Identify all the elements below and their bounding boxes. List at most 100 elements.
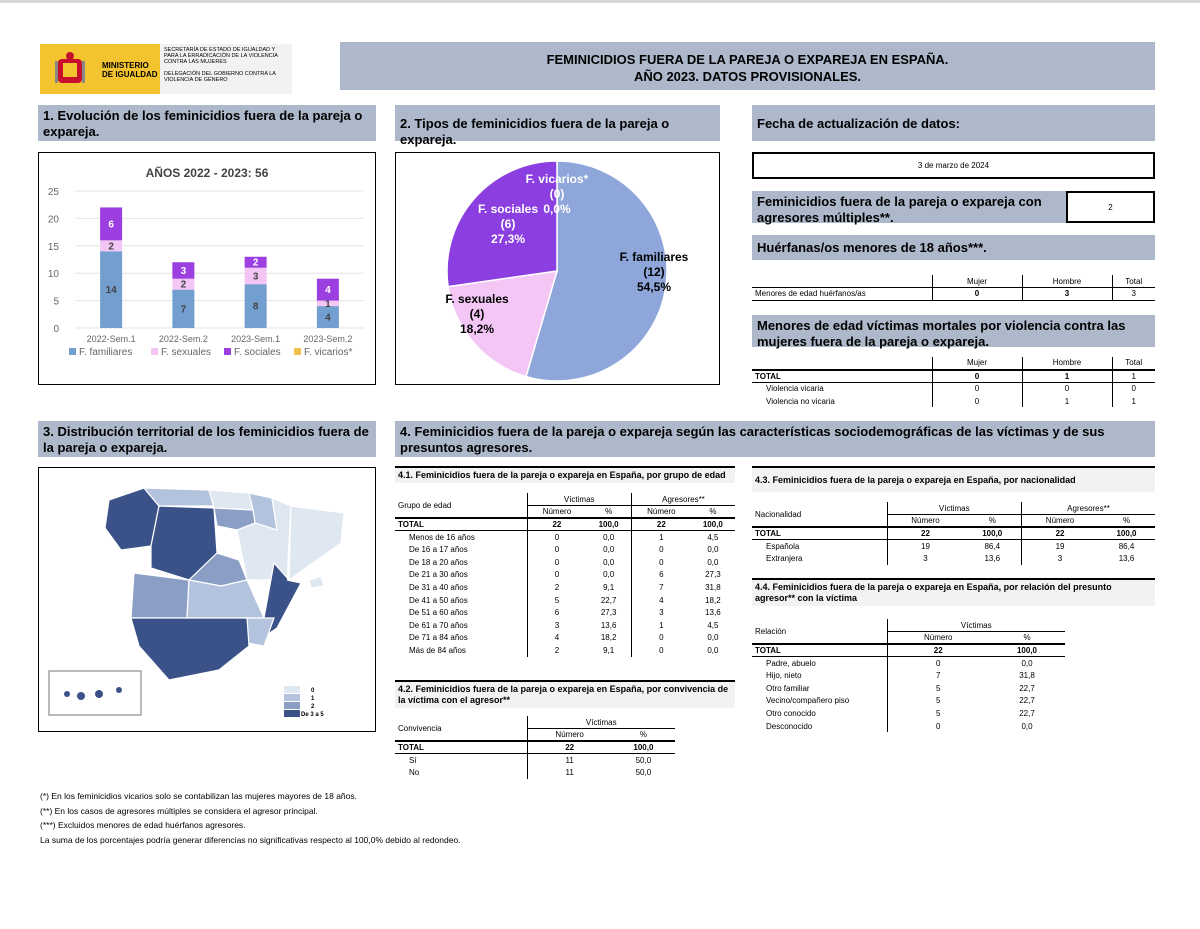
row-label: Violencia vicaria [766,384,824,394]
pie-chart: F. familiares (12) 54,5% F. sexuales (4) 18,2… [445,160,689,382]
pie-label-name: F. vicarios* [526,172,589,186]
pie-label-name: F. sexuales [445,292,509,306]
cell: 0 [886,719,990,733]
row-label: Sí [409,755,417,765]
col-total: Total [1111,275,1155,288]
pie-label-pct: 27,3% [491,232,525,246]
cell: 0 [526,555,587,569]
table-4-1-title: 4.1. Feminicidios fuera de la pareja o e… [395,466,735,483]
pie-label: F. sexuales (4) 18,2% [445,292,509,336]
row-label: TOTAL [398,743,424,753]
table-4-2: 4.2. Feminicidios fuera de la pareja o e… [395,680,735,779]
victimas-menores-title: Menores de edad víctimas mortales por vi… [752,315,1155,349]
cell: 0,0 [603,570,615,580]
pie-label-pct: 18,2% [460,322,494,336]
legend-swatch [69,348,76,355]
col-mujer: Mujer [931,357,1022,370]
cell: 3 [1111,287,1155,301]
footnote: (**) En los casos de agresores múltiples… [40,805,318,816]
y-tick-label: 25 [48,187,60,198]
cell: 31,8 [1019,671,1035,681]
cell: 11 [526,753,612,767]
row-label: Violencia no vicaria [766,396,835,406]
cell: 22 [886,644,990,657]
cell: 0,0 [1021,658,1033,668]
cell: 6 [630,568,691,582]
row-label: De 18 a 20 años [409,557,468,567]
cell: 3 [1021,287,1112,301]
pie-label: F. vicarios* (0) 0,0% [526,172,589,216]
bar-segment [100,207,123,241]
row-label: De 61 a 70 años [409,620,468,630]
multiples-value: 2 [1066,191,1155,223]
table-row: Otro conocido 5 22,7 [752,707,1065,720]
cell: 13,6 [600,620,617,630]
cell: 0 [630,631,691,645]
map-legend-swatch-0 [284,686,300,693]
data-label: 8 [253,302,259,313]
cell: 3 [526,618,587,632]
legend-label: F. vicarios* [304,347,352,358]
table-row: Desconocido 0 0,0 [752,719,1065,733]
nacionalidad-table: Nacionalidad Víctimas Agresores** Número… [752,502,1155,565]
col-mujer: Mujer [931,275,1022,288]
cell: 19 [1021,539,1099,553]
legend-swatch [294,348,301,355]
table-row: De 41 a 50 años 5 22,7 4 18,2 [395,593,735,607]
table-row: TOTAL 22 100,0 [752,644,1065,657]
map-legend-0: 0 [311,688,315,694]
row-label: No [409,768,420,778]
row-label: Menores de edad huérfanos/as [752,287,932,301]
cell: 9,1 [603,645,615,655]
cell: 19 [886,539,964,553]
bar-segment [316,300,339,307]
region-castilla-la-mancha [186,579,265,619]
table-row: No 11 50,0 [395,766,675,779]
cell: 0 [526,568,587,582]
cell: 3 [1021,552,1099,565]
cell: 7 [886,669,990,682]
row-label: Española [766,541,800,551]
map-legend-2: 2 [311,704,315,710]
pie-slice [525,160,668,382]
bar-segment [316,278,339,301]
table-4-4-title: 4.4. Feminicidios fuera de la pareja o e… [752,578,1155,606]
cell: 22,7 [600,595,617,605]
pie-label-count: (6) [501,217,516,231]
cell: 0,0 [1021,721,1033,731]
cell: 0 [630,644,691,657]
cell: 4,5 [707,620,719,630]
cell: 13,6 [1118,554,1135,564]
row-label: Más de 84 años [409,645,466,655]
cell: 18,2 [600,633,617,643]
victimas-menores-table: Mujer Hombre Total TOTAL 0 1 1 Violencia… [752,357,1155,408]
x-tick-label: 2023-Sem.1 [231,334,280,344]
table-4-3-title: 4.3. Feminicidios fuera de la pareja o e… [752,466,1155,492]
table-row: Menos de 16 años 0 0,0 1 4,5 [395,530,735,544]
cell: 0 [526,530,587,544]
section3-title: 3. Distribución territorial de los femin… [38,421,376,457]
row-label: Otro conocido [766,708,816,718]
section1-title: 1. Evolución de los feminicidios fuera d… [38,105,376,141]
col-hombre: Hombre [1021,357,1112,370]
spain-map: 0 1 2 De 3 a 5 [48,487,345,718]
pie-label-name: F. familiares [620,250,689,264]
x-tick-label: 2022-Sem.1 [87,334,136,344]
table-row: Extranjera 3 13,6 3 13,6 [752,552,1155,565]
legend-label: F. sexuales [161,347,211,358]
row-label: Hijo, nieto [766,671,802,681]
cell: 9,1 [603,582,615,592]
table-row: TOTAL 22 100,0 22 100,0 [752,527,1155,540]
region-canarias [64,691,70,697]
pie-label-pct: 54,5% [637,280,671,294]
region-andalucia [130,617,250,681]
cell: 22,7 [1019,708,1035,718]
legend-swatch [224,348,231,355]
pie-label: F. familiares (12) 54,5% [620,250,689,294]
cell: 2 [526,644,587,657]
cell: 0 [931,287,1022,301]
table-row: TOTAL 22 100,0 22 100,0 [395,518,735,531]
cell: 0,0 [707,557,719,567]
col-hombre: Hombre [1021,275,1112,288]
cell: 0 [630,555,691,569]
